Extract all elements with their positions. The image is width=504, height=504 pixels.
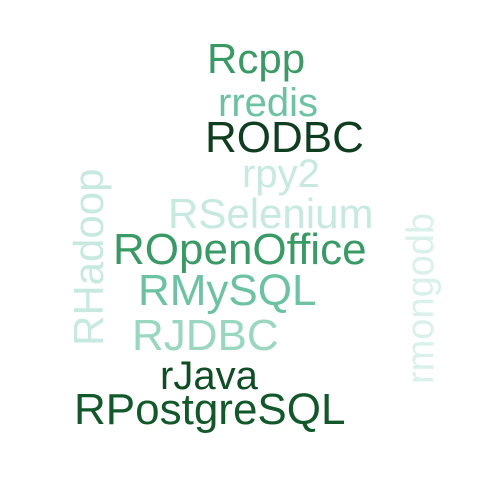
word-rselenium: RSelenium	[168, 190, 374, 237]
word-ropenoffice: ROpenOffice	[113, 225, 367, 274]
word-rmysql: RMySQL	[138, 266, 317, 315]
word-rodbc: RODBC	[205, 113, 364, 162]
word-rpy2: rpy2	[242, 152, 320, 196]
word-rcpp: Rcpp	[207, 35, 306, 82]
word-rjdbc: RJDBC	[132, 311, 279, 360]
word-rjava: rJava	[160, 354, 258, 398]
word-rhadoop: RHadoop	[65, 168, 112, 346]
word-rmongodb: rmongodb	[400, 212, 442, 384]
word-rredis: rredis	[218, 81, 319, 125]
word-rpostgresql: RPostgreSQL	[74, 385, 346, 434]
